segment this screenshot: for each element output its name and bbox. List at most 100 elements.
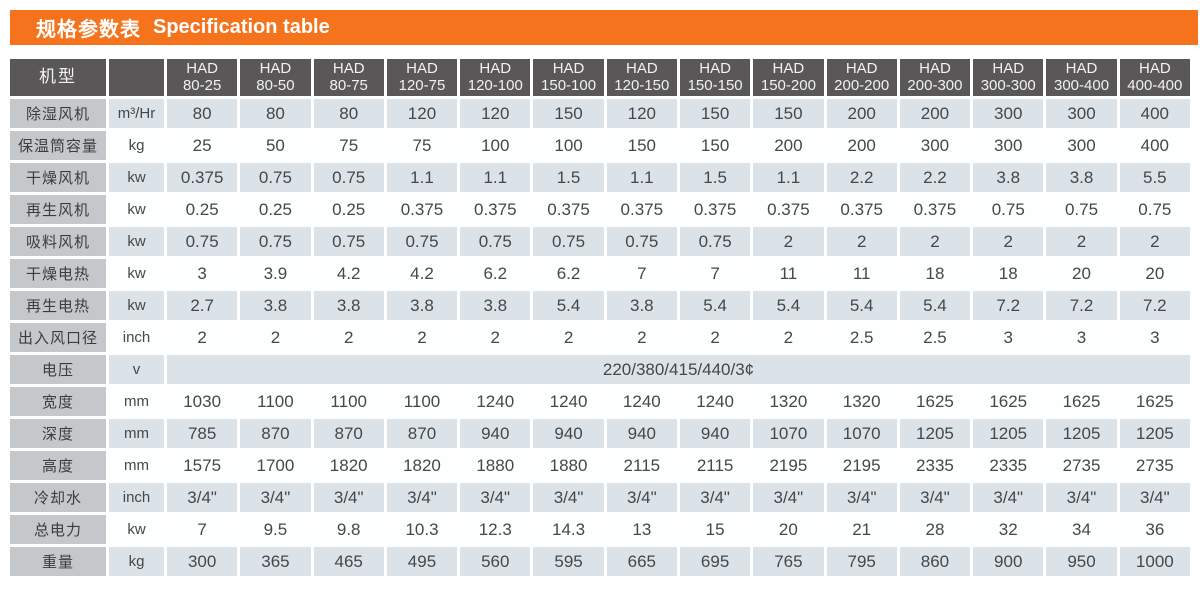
spec-value: 1.5	[679, 163, 751, 192]
spec-value: 3/4"	[313, 483, 384, 512]
spec-value: 6.2	[533, 259, 604, 288]
spec-value: 0.75	[606, 227, 677, 256]
spec-value: 21	[826, 515, 897, 544]
spec-value: 2	[606, 323, 677, 352]
spec-value: 0.75	[167, 227, 238, 256]
spec-value: 870	[240, 419, 311, 448]
spec-value: 0.75	[313, 227, 384, 256]
model-series: HAD	[259, 60, 292, 78]
spec-value: 595	[533, 547, 604, 576]
spec-value: 15	[679, 515, 751, 544]
spec-value: 2115	[679, 451, 751, 480]
spec-value: 2195	[826, 451, 897, 480]
spec-value: 1320	[826, 387, 897, 416]
spec-value: 1240	[533, 387, 604, 416]
model-number: 300-300	[980, 76, 1036, 94]
spec-value: 465	[313, 547, 384, 576]
model-header: HAD 80-25	[167, 59, 238, 96]
spec-value: 6.2	[460, 259, 531, 288]
spec-value: 695	[679, 547, 751, 576]
spec-value: 3/4"	[679, 483, 751, 512]
spec-value: 400	[1119, 99, 1190, 128]
spec-value: 13	[606, 515, 677, 544]
model-number: 120-75	[398, 76, 446, 94]
spec-value: 9.5	[240, 515, 311, 544]
spec-value: 0.375	[899, 195, 971, 224]
spec-value: 2	[533, 323, 604, 352]
spec-value: 0.375	[679, 195, 751, 224]
spec-value: 2	[1119, 227, 1190, 256]
spec-value: 3/4"	[899, 483, 971, 512]
spec-value: 3/4"	[753, 483, 824, 512]
spec-value: 2	[753, 227, 824, 256]
spec-value: 0.75	[973, 195, 1044, 224]
spec-value: 120	[386, 99, 458, 128]
spec-value: 1700	[240, 451, 311, 480]
spec-value: 1320	[753, 387, 824, 416]
model-header: HAD 300-400	[1046, 59, 1117, 96]
spec-value: 7.2	[1119, 291, 1190, 320]
spec-row-label: 除湿风机	[10, 99, 106, 128]
spec-value: 3.8	[386, 291, 458, 320]
spec-value: 0.75	[1119, 195, 1190, 224]
spec-unit: kw	[109, 291, 164, 320]
model-header: HAD 150-100	[533, 59, 604, 96]
spec-value: 1100	[240, 387, 311, 416]
spec-value: 9.8	[313, 515, 384, 544]
spec-value: 0.75	[460, 227, 531, 256]
model-number: 150-100	[541, 76, 597, 94]
spec-value: 1240	[460, 387, 531, 416]
page-title-en: Specification table	[153, 16, 330, 38]
model-header: HAD 150-200	[753, 59, 824, 96]
spec-value: 3/4"	[1046, 483, 1117, 512]
spec-value: 870	[313, 419, 384, 448]
spec-value: 2.5	[899, 323, 971, 352]
spec-value: 560	[460, 547, 531, 576]
spec-value: 75	[386, 131, 458, 160]
spec-row: 宽度 mm 1030 1100 1100 1100 1240 1240 1240 1240 1320…	[10, 387, 1190, 416]
spec-value: 1205	[973, 419, 1044, 448]
spec-value: 0.25	[167, 195, 238, 224]
spec-value: 32	[973, 515, 1044, 544]
spec-row-label: 干燥电热	[10, 259, 106, 288]
spec-value: 2.2	[826, 163, 897, 192]
spec-value: 1205	[899, 419, 971, 448]
spec-value: 3/4"	[167, 483, 238, 512]
unit-header-empty	[109, 59, 164, 96]
spec-value: 1625	[899, 387, 971, 416]
spec-value: 1625	[1119, 387, 1190, 416]
spec-table: 机型 HAD 80-25 HAD 80-50 HAD 80-75 HAD 120-75 HAD 12…	[7, 56, 1193, 579]
spec-value: 4.2	[386, 259, 458, 288]
model-header: HAD 80-75	[313, 59, 384, 96]
spec-value: 0.75	[313, 163, 384, 192]
spec-value: 1.1	[753, 163, 824, 192]
spec-value: 900	[973, 547, 1044, 576]
spec-value: 0.375	[460, 195, 531, 224]
spec-value: 34	[1046, 515, 1117, 544]
spec-row-label: 总电力	[10, 515, 106, 544]
spec-value: 50	[240, 131, 311, 160]
spec-value: 3/4"	[1119, 483, 1190, 512]
spec-value: 150	[533, 99, 604, 128]
spec-value: 0.75	[240, 227, 311, 256]
spec-value: 940	[533, 419, 604, 448]
model-header: HAD 80-50	[240, 59, 311, 96]
spec-value: 1070	[753, 419, 824, 448]
model-number: 400-400	[1127, 76, 1183, 94]
spec-unit: kw	[109, 227, 164, 256]
spec-value: 7	[679, 259, 751, 288]
model-number: 120-100	[467, 76, 523, 94]
spec-value: 36	[1119, 515, 1190, 544]
spec-value: 3/4"	[460, 483, 531, 512]
spec-value: 860	[899, 547, 971, 576]
spec-value: 940	[679, 419, 751, 448]
spec-value: 2.5	[826, 323, 897, 352]
spec-value: 12.3	[460, 515, 531, 544]
spec-value: 0.375	[606, 195, 677, 224]
spec-row: 干燥风机 kw 0.375 0.75 0.75 1.1 1.1 1.5 1.1 1.5 1.1 2.2…	[10, 163, 1190, 192]
spec-unit: kw	[109, 259, 164, 288]
spec-value: 3/4"	[240, 483, 311, 512]
spec-value: 5.4	[899, 291, 971, 320]
spec-value: 1000	[1119, 547, 1190, 576]
